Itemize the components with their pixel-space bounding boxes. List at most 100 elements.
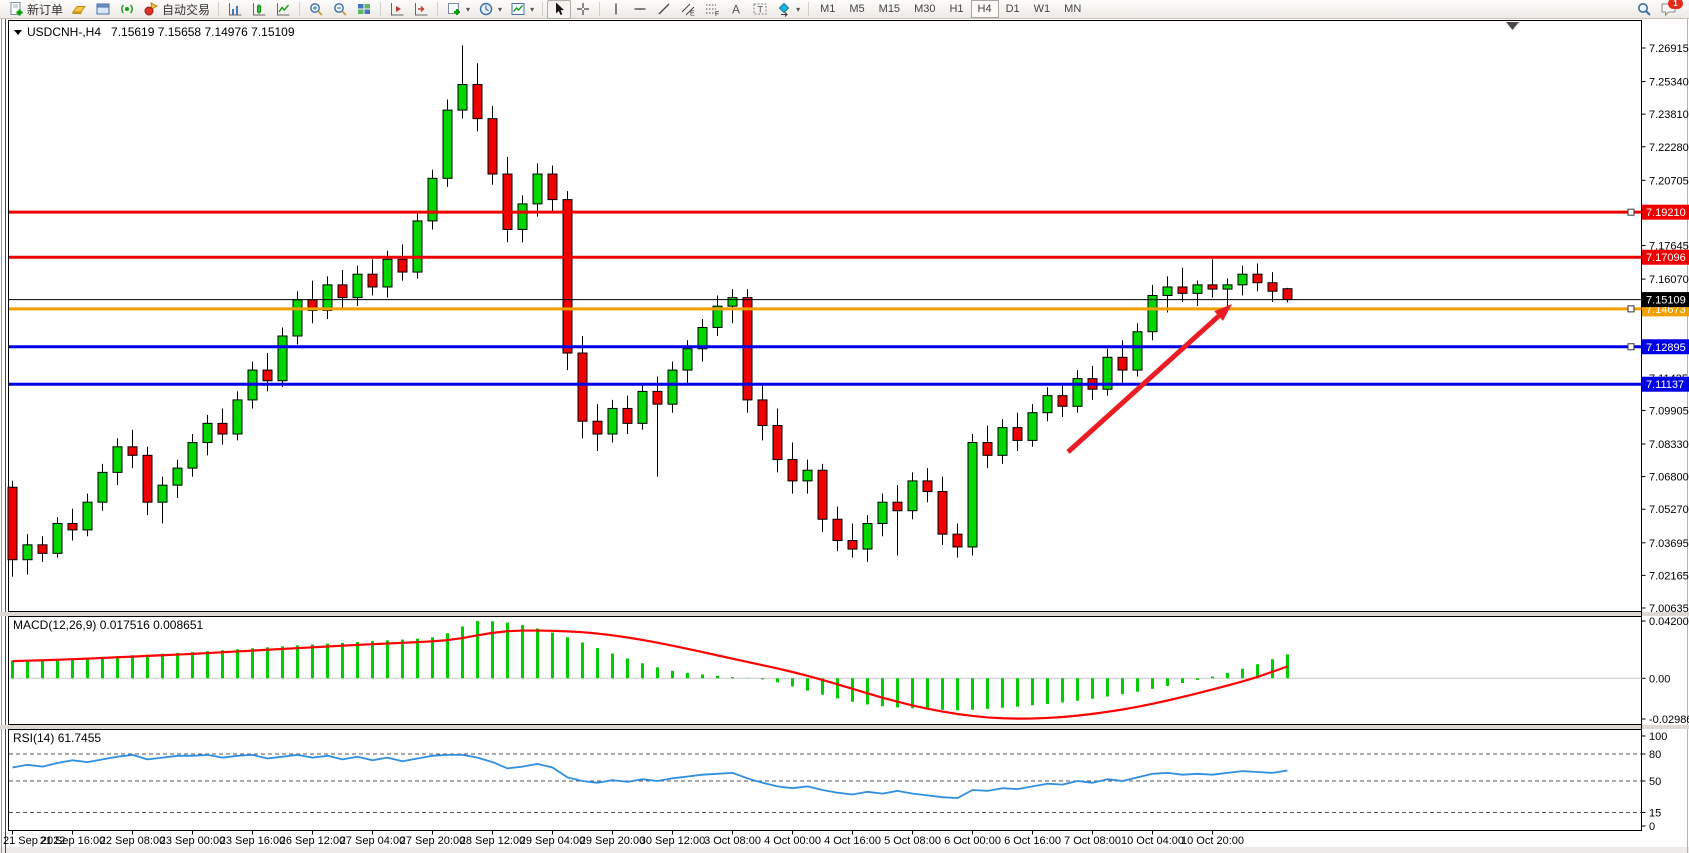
- chart-shift-button[interactable]: [409, 0, 433, 19]
- date-label: 27 Sep 20:00: [400, 835, 465, 847]
- main-pane[interactable]: [8, 20, 1642, 612]
- crosshair-button[interactable]: [571, 0, 595, 19]
- macd-tick-label: -0.029864: [1649, 714, 1689, 726]
- auto-trading-button[interactable]: 自动交易: [139, 0, 214, 19]
- chart-shift-marker[interactable]: [1506, 22, 1519, 30]
- dropdown-arrow-icon[interactable]: ▾: [796, 4, 801, 14]
- candle-body: [697, 326, 708, 350]
- candle-body: [157, 484, 168, 503]
- macd-pane[interactable]: [8, 616, 1642, 725]
- horizontal-line-button[interactable]: [628, 0, 652, 19]
- candle-body: [487, 118, 498, 175]
- price-tick-label: 7.03695: [1649, 538, 1689, 550]
- trend-arrow-head[interactable]: [1214, 304, 1232, 321]
- zoom-out-button[interactable]: [328, 0, 352, 19]
- timeframe-w1[interactable]: W1: [1033, 3, 1051, 15]
- candle-body: [817, 469, 828, 520]
- candle-body: [727, 297, 738, 307]
- candle-body: [997, 427, 1008, 456]
- candle-body: [802, 469, 813, 482]
- candle-body: [712, 305, 723, 328]
- timeframe-d1[interactable]: D1: [1005, 3, 1020, 15]
- candlestick-chart-button[interactable]: [247, 0, 271, 19]
- bar-chart-button[interactable]: [223, 0, 247, 19]
- date-label: 30 Sep 12:00: [640, 835, 705, 847]
- vertical-line-button[interactable]: [604, 0, 628, 19]
- price-tick-label: 7.22280: [1649, 142, 1689, 154]
- candle-body: [1042, 395, 1053, 414]
- candle-body: [1222, 284, 1233, 290]
- equidistant-channel-icon: E: [681, 3, 695, 17]
- notifications-button[interactable]: 1: [1660, 0, 1683, 17]
- tile-windows-icon: [358, 4, 371, 14]
- candle-body: [262, 369, 273, 382]
- gold-button[interactable]: [67, 0, 91, 19]
- shapes-button[interactable]: ▾: [772, 0, 804, 19]
- new-chart-button[interactable]: ▾: [442, 0, 474, 19]
- candle-body: [22, 544, 33, 561]
- candle-body: [352, 273, 363, 299]
- fibonacci-icon: F: [706, 4, 719, 17]
- search-icon[interactable]: [1636, 1, 1652, 17]
- timeframe-h4[interactable]: H4: [970, 0, 999, 18]
- text-button[interactable]: A: [724, 0, 748, 19]
- line-chart-button[interactable]: [271, 0, 295, 19]
- date-label: 10 Oct 20:00: [1181, 835, 1244, 847]
- candle-body: [7, 486, 18, 561]
- date-label: 10 Oct 04:00: [1121, 835, 1184, 847]
- trendline-button[interactable]: [652, 0, 676, 19]
- price-badge: [1642, 339, 1689, 355]
- date-label: 23 Sep 00:00: [160, 835, 225, 847]
- price-tick-label: 7.00635: [1649, 603, 1689, 615]
- zoom-in-button[interactable]: [304, 0, 328, 19]
- price-tick-label: 7.20705: [1649, 175, 1689, 187]
- pane-splitter[interactable]: [0, 612, 1689, 616]
- dropdown-arrow-icon[interactable]: ▾: [498, 4, 503, 14]
- timeframe-m5[interactable]: M5: [849, 3, 865, 15]
- template-button[interactable]: ▾: [506, 0, 538, 19]
- dropdown-arrow-icon[interactable]: ▾: [530, 4, 535, 14]
- timeframe-mn[interactable]: MN: [1064, 3, 1082, 15]
- candle-body: [892, 501, 903, 512]
- macd-signal-line: [12, 629, 1288, 720]
- rsi-pane[interactable]: [8, 729, 1642, 831]
- timeframe-m30[interactable]: M30: [914, 3, 936, 15]
- candle-body: [1237, 273, 1248, 286]
- period-button[interactable]: ▾: [474, 0, 506, 19]
- candle-body: [67, 523, 78, 531]
- fibonacci-button[interactable]: F: [700, 0, 724, 19]
- rsi-tick-label: 100: [1649, 731, 1667, 743]
- hline-handle[interactable]: [1627, 305, 1635, 313]
- dropdown-arrow-icon[interactable]: ▾: [466, 4, 471, 14]
- toolbar-separator: [218, 2, 220, 16]
- price-tick-label: 7.02165: [1649, 570, 1689, 582]
- new-order-button[interactable]: 新订单: [4, 0, 67, 19]
- market-window-button[interactable]: [91, 0, 115, 19]
- hline-handle[interactable]: [1627, 208, 1635, 216]
- candle-body: [652, 390, 663, 405]
- toolbar-separator: [599, 2, 601, 16]
- cursor-button[interactable]: [547, 0, 572, 19]
- chart-template-icon: [511, 3, 525, 15]
- price-tick-label: 7.17645: [1649, 241, 1689, 253]
- hline-handle[interactable]: [1627, 343, 1635, 351]
- trend-arrow[interactable]: [1066, 314, 1221, 454]
- candle-body: [412, 220, 423, 273]
- chart-forward-button[interactable]: [385, 0, 409, 19]
- timeframe-m1[interactable]: M1: [820, 3, 836, 15]
- timeframe-m15[interactable]: M15: [878, 3, 901, 15]
- candle-body: [592, 420, 603, 435]
- toolbar-right: 1: [1636, 0, 1683, 17]
- chart-menu-triangle-icon[interactable]: [14, 30, 22, 35]
- candle-body: [1267, 282, 1278, 292]
- rsi-tick-label: 15: [1649, 808, 1661, 820]
- text-label-button[interactable]: T: [748, 0, 772, 19]
- tile-windows-button[interactable]: [352, 0, 376, 19]
- signal-button[interactable]: [115, 0, 139, 19]
- timeframe-h1[interactable]: H1: [949, 3, 964, 15]
- pane-splitter[interactable]: [0, 725, 1689, 729]
- equidistant-channel-button[interactable]: E: [676, 0, 700, 19]
- notification-badge: 1: [1668, 0, 1683, 9]
- candle-body: [382, 258, 393, 288]
